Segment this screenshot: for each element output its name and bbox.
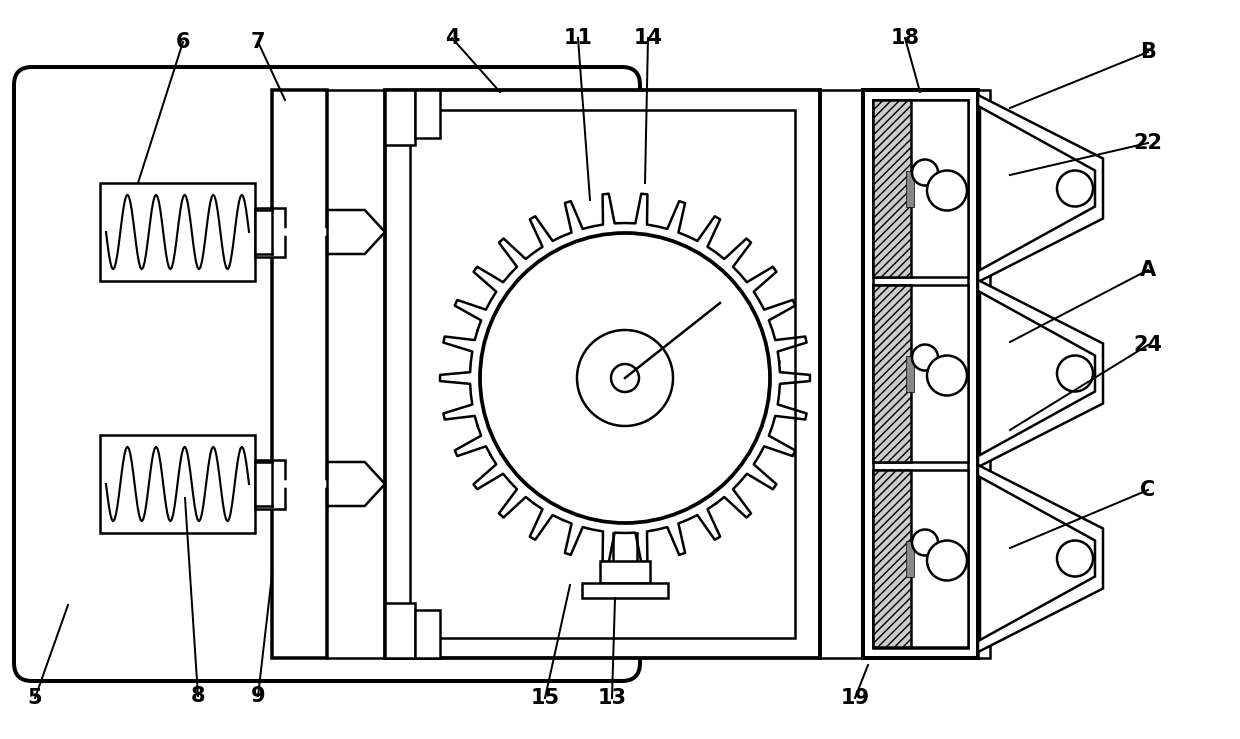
Text: 6: 6 <box>176 32 190 52</box>
Bar <box>906 355 914 392</box>
Bar <box>873 285 911 462</box>
Text: 14: 14 <box>634 28 662 48</box>
Text: 4: 4 <box>445 28 459 48</box>
Text: 22: 22 <box>1133 133 1162 153</box>
Circle shape <box>928 540 967 581</box>
Circle shape <box>928 355 967 395</box>
Text: 18: 18 <box>890 28 920 48</box>
Bar <box>873 470 911 647</box>
Bar <box>873 100 911 277</box>
Text: 9: 9 <box>250 686 265 706</box>
Bar <box>410 110 795 638</box>
Text: 8: 8 <box>191 686 206 706</box>
Bar <box>384 603 415 658</box>
Text: C: C <box>1141 480 1156 500</box>
Circle shape <box>611 364 639 392</box>
Text: A: A <box>1140 260 1156 280</box>
Bar <box>384 90 415 145</box>
Polygon shape <box>978 95 1104 282</box>
Polygon shape <box>327 210 384 254</box>
Polygon shape <box>980 107 1095 270</box>
Text: 19: 19 <box>841 688 869 708</box>
Circle shape <box>1056 355 1092 392</box>
Circle shape <box>911 530 937 556</box>
Bar <box>255 208 285 256</box>
Circle shape <box>577 330 673 426</box>
Bar <box>255 460 285 508</box>
Polygon shape <box>980 477 1095 640</box>
Bar <box>600 561 650 583</box>
Bar <box>873 470 968 647</box>
Text: 11: 11 <box>563 28 593 48</box>
Bar <box>100 183 255 281</box>
Bar <box>415 90 440 138</box>
FancyBboxPatch shape <box>14 67 640 681</box>
Circle shape <box>911 344 937 370</box>
Bar <box>100 435 255 533</box>
Text: 15: 15 <box>531 688 559 708</box>
Circle shape <box>480 233 770 523</box>
Polygon shape <box>980 292 1095 455</box>
Polygon shape <box>327 462 384 506</box>
Polygon shape <box>978 280 1104 467</box>
Text: 24: 24 <box>1133 335 1162 355</box>
Text: B: B <box>1140 42 1156 62</box>
Bar <box>415 610 440 658</box>
Bar <box>873 285 968 462</box>
Text: 7: 7 <box>250 32 265 52</box>
Circle shape <box>911 160 937 185</box>
Bar <box>384 90 820 658</box>
Bar <box>906 171 914 206</box>
Circle shape <box>928 171 967 211</box>
Bar <box>863 90 978 658</box>
Text: 5: 5 <box>27 688 42 708</box>
Text: 13: 13 <box>598 688 626 708</box>
Bar <box>873 100 968 648</box>
Bar <box>906 540 914 576</box>
Bar <box>978 90 990 658</box>
Circle shape <box>1056 540 1092 576</box>
Bar <box>272 90 327 658</box>
Polygon shape <box>978 465 1104 652</box>
Circle shape <box>1056 171 1092 206</box>
Bar <box>873 100 968 277</box>
Bar <box>582 583 668 598</box>
